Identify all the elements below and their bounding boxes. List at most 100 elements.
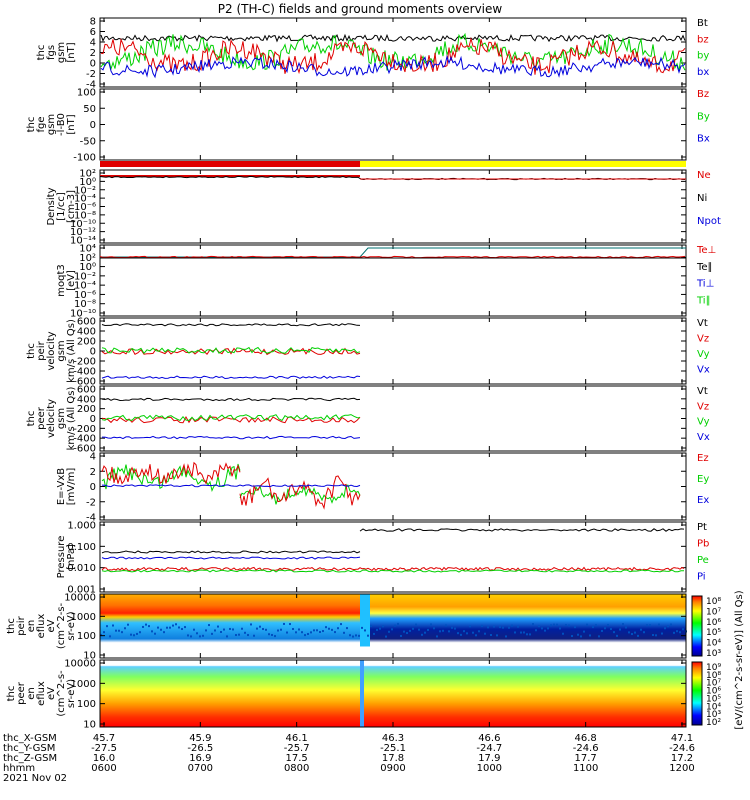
y-axis-label-line: eV [46, 687, 57, 700]
y-tick-label: 10⁻¹² [70, 227, 96, 238]
ion-spectrogram-speckle [262, 628, 264, 631]
series-bx [100, 54, 686, 79]
ion-spectrogram-left [100, 594, 360, 658]
legend-Ti⊥: Ti⊥ [696, 279, 714, 290]
ion-spectrogram-speckle [382, 625, 384, 628]
footer-value: 1100 [573, 763, 598, 774]
y-tick-label: -200 [73, 424, 96, 435]
y-axis-label-line: gsm [56, 408, 67, 429]
y-axis-label-line: [1/cc] [56, 192, 67, 221]
ion-spectrogram-gap [360, 594, 370, 647]
ion-spectrogram-speckle [238, 633, 240, 636]
ion-spectrogram-speckle [346, 627, 348, 630]
ion-spectrogram-speckle [265, 628, 267, 631]
ion-spectrogram-speckle [349, 634, 351, 637]
ion-spectrogram-speckle [145, 623, 147, 626]
y-tick-label: 0 [90, 120, 96, 131]
ion-spectrogram-speckle [199, 635, 201, 638]
legend-bz: bz [697, 34, 709, 45]
series-Pe [101, 569, 684, 573]
y-tick-label: -600 [73, 377, 96, 388]
ion-spectrogram-speckle [661, 632, 663, 635]
y-axis-label-line: (cm^2-s- [56, 602, 67, 649]
ion-spectrogram-speckle [565, 624, 567, 627]
series-Ex [101, 484, 361, 488]
ion-spectrogram-speckle [511, 624, 513, 627]
ion-spectrogram-speckle [595, 624, 597, 627]
ion-spectrogram-speckle [226, 635, 228, 638]
y-tick-label: 4 [90, 38, 96, 49]
series-Vx [102, 435, 361, 440]
ion-spectrogram-speckle [205, 629, 207, 632]
ion-spectrogram-speckle [577, 633, 579, 636]
y-axis-label-line: eflux [36, 681, 47, 706]
ion-spectrogram-speckle [286, 631, 288, 634]
y-tick-label: 10⁻⁴ [74, 194, 96, 205]
ion-spectrogram-speckle [544, 629, 546, 632]
y-tick-label: -600 [73, 444, 96, 455]
series-Ez [101, 461, 241, 485]
ion-spectrogram-speckle [454, 627, 456, 630]
ion-spectrogram-speckle [478, 630, 480, 633]
ion-spectrogram-speckle [658, 623, 660, 626]
footer-value: 1200 [669, 763, 694, 774]
y-tick-label: 2 [90, 48, 96, 59]
legend-Ne: Ne [697, 170, 711, 181]
legend-Vt: Vt [697, 386, 708, 397]
y-axis-label-line: fgs [46, 45, 57, 60]
y-axis-label-line: thc [26, 411, 37, 427]
ion-spectrogram-speckle [250, 623, 252, 626]
y-tick-label: 10⁰ [79, 262, 96, 273]
ion-spectrogram-speckle [547, 627, 549, 630]
ion-spectrogram-speckle [406, 632, 408, 635]
series-Vz [101, 347, 361, 356]
ion-spectrogram-speckle [343, 631, 345, 634]
ion-spectrogram-speckle [508, 626, 510, 629]
panel-frame [99, 452, 687, 521]
ion-spectrogram-speckle [364, 629, 366, 632]
ion-spectrogram-speckle [268, 633, 270, 636]
ion-spectrogram-speckle [463, 630, 465, 633]
legend-Vz: Vz [697, 334, 709, 345]
footer-value: 17.2 [671, 753, 693, 764]
y-tick-label: 10² [79, 169, 96, 180]
ion-spectrogram-speckle [355, 634, 357, 637]
y-axis-label: thcpeervelocitygsmkm/s (All Qs) [26, 387, 77, 451]
ion-spectrogram-speckle [313, 629, 315, 632]
ion-spectrogram-speckle [100, 634, 102, 637]
ion-spectrogram-speckle [118, 629, 120, 632]
ion-spectrogram-speckle [232, 628, 234, 631]
ion-spectrogram-speckle [484, 632, 486, 635]
ion-spectrogram-speckle [184, 626, 186, 629]
ion-spectrogram-speckle [256, 627, 258, 630]
footer-value: -24.7 [476, 743, 502, 754]
ion-spectrogram-speckle [583, 630, 585, 633]
legend-Npot: Npot [697, 216, 721, 227]
legend-Pe: Pe [697, 555, 709, 566]
series-Ti [100, 247, 686, 258]
panel-2: 100 50 0 -50 -100 thcfgegsm-l-B0[nT] Bz By Bx [26, 88, 710, 164]
ion-spectrogram-speckle [178, 626, 180, 629]
panel-frame [99, 244, 687, 317]
y-axis-label: thcpeerenefluxeV(cm^2-s-sr-eV) [6, 670, 77, 717]
series-Vy [101, 346, 361, 355]
ion-spectrogram-speckle [283, 622, 285, 625]
footer-value: -25.7 [284, 743, 310, 754]
ion-spectrogram-speckle [154, 632, 156, 635]
ion-spectrogram-speckle [649, 624, 651, 627]
y-axis-label: E=-VxB[mV/m] [56, 468, 77, 506]
series-Vx [101, 375, 361, 380]
figure-title: P2 (TH-C) fields and ground moments over… [218, 2, 503, 16]
ion-spectrogram-speckle [307, 633, 309, 636]
ion-spectrogram-speckle [316, 629, 318, 632]
series-Vy [101, 414, 361, 422]
ion-spectrogram-speckle [466, 632, 468, 635]
ion-spectrogram-speckle [496, 634, 498, 637]
y-tick-label: 10000 [64, 659, 96, 670]
y-tick-label: 10⁻⁸ [74, 299, 96, 310]
ion-spectrogram-speckle [631, 633, 633, 636]
y-axis-label-line: thc [26, 117, 37, 133]
y-axis-label-line: en [26, 687, 37, 700]
y-axis-label-line: eflux [36, 614, 47, 639]
ion-spectrogram-speckle [538, 625, 540, 628]
